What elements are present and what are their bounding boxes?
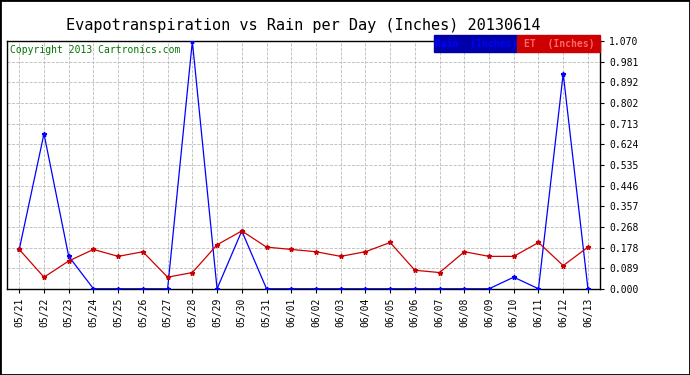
Title: Evapotranspiration vs Rain per Day (Inches) 20130614: Evapotranspiration vs Rain per Day (Inch…: [66, 18, 541, 33]
Text: Copyright 2013 Cartronics.com: Copyright 2013 Cartronics.com: [10, 45, 180, 55]
